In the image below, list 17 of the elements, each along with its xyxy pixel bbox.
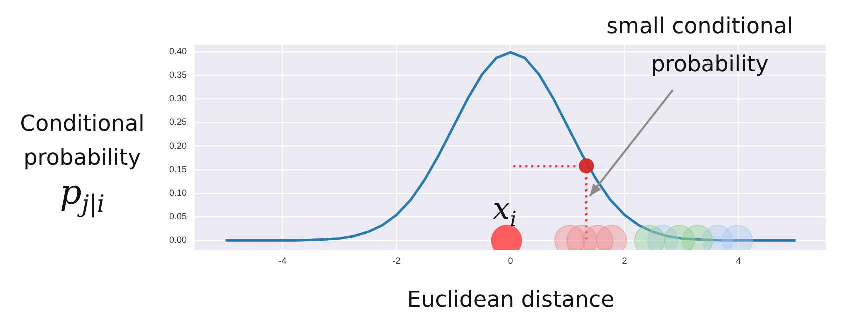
y-tick-label: 0.10 <box>169 188 187 198</box>
y-tick-label: 0.20 <box>169 140 187 151</box>
x-tick-label: -2 <box>392 256 401 266</box>
y-axis-title: Conditional probability p$_{j|i}$ <box>19 111 146 220</box>
y-tick-label: 0.15 <box>169 164 187 174</box>
x-tick-label: 0 <box>508 256 514 266</box>
y-tick-label: 0.05 <box>169 211 187 222</box>
x-tick-label: -4 <box>278 256 287 266</box>
y-tick-label: 0.30 <box>169 94 187 104</box>
y-tick-label: 0.25 <box>169 117 187 128</box>
y-tick-label: 0.00 <box>169 235 187 246</box>
annotation: small conditional probability <box>606 14 794 78</box>
x-tick-label: 2 <box>622 256 628 266</box>
x-axis-title: Euclidean distance <box>406 288 616 313</box>
x-tick-label: 4 <box>736 256 742 266</box>
y-tick-label: 0.40 <box>169 46 187 57</box>
y-tick-label: 0.35 <box>169 70 187 80</box>
